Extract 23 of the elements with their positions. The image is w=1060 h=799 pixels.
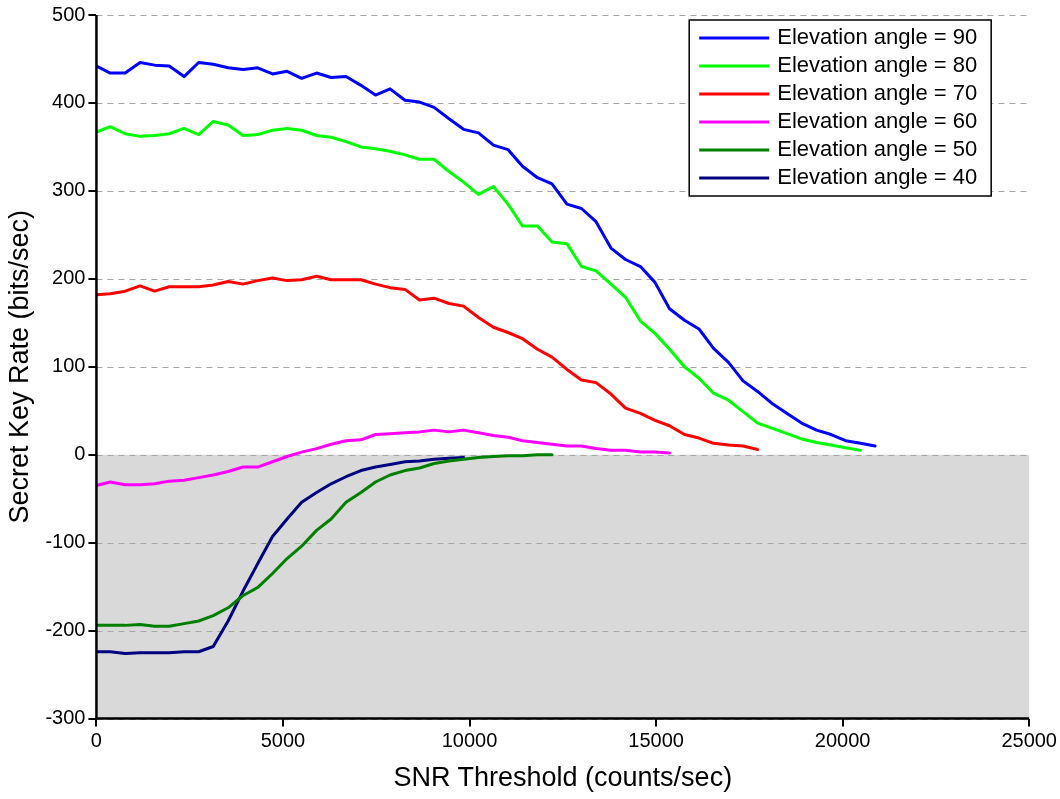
x-tick-label: 25000 bbox=[1001, 729, 1057, 752]
legend-label: Elevation angle = 70 bbox=[777, 80, 978, 106]
y-tick-label: 0 bbox=[74, 442, 86, 465]
y-tick-label: 500 bbox=[52, 2, 86, 25]
x-axis-title: SNR Threshold (counts/sec) bbox=[393, 762, 733, 793]
legend-label: Elevation angle = 60 bbox=[777, 108, 978, 134]
y-axis-title: Secret Key Rate (bits/sec) bbox=[3, 209, 34, 524]
x-tick-label: 15000 bbox=[628, 729, 684, 752]
y-tick-label: -300 bbox=[45, 706, 86, 729]
y-tick-label: -200 bbox=[45, 618, 86, 641]
x-tick-label: 0 bbox=[90, 729, 102, 752]
x-tick-label: 20000 bbox=[814, 729, 871, 752]
y-tick-label: 100 bbox=[52, 354, 86, 377]
y-tick-label: 400 bbox=[52, 90, 86, 113]
y-tick-label: -100 bbox=[45, 530, 86, 553]
legend-label: Elevation angle = 40 bbox=[777, 164, 978, 190]
legend-label: Elevation angle = 80 bbox=[777, 52, 978, 78]
y-tick-label: 200 bbox=[52, 266, 86, 289]
x-tick-label: 5000 bbox=[260, 729, 306, 752]
y-tick-label: 300 bbox=[52, 178, 86, 201]
legend-label: Elevation angle = 90 bbox=[777, 24, 978, 50]
legend-label: Elevation angle = 50 bbox=[777, 136, 978, 162]
x-tick-label: 10000 bbox=[441, 729, 498, 752]
